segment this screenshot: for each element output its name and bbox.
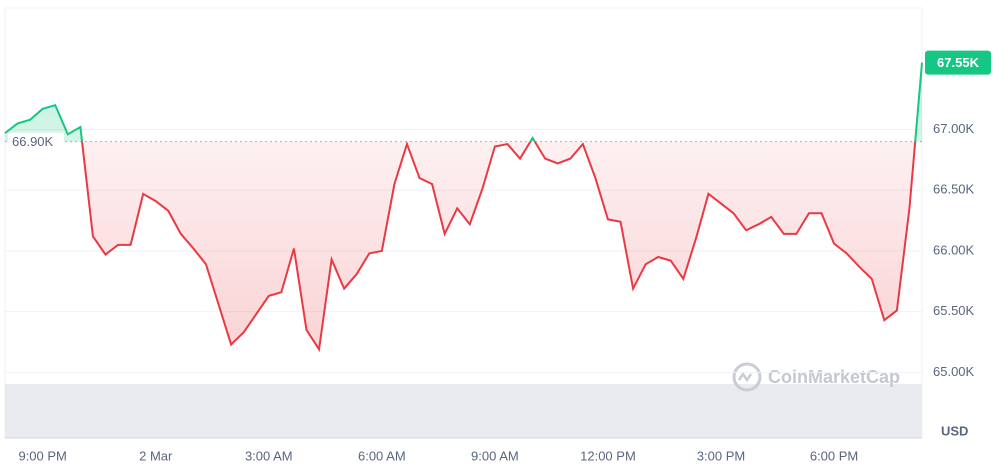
watermark: CoinMarketCap (732, 362, 900, 392)
volume-band (5, 384, 922, 438)
y-tick-label: 66.00K (933, 242, 975, 257)
last-price-label: 67.55K (937, 55, 980, 70)
x-tick-label: 3:00 AM (245, 448, 293, 463)
x-tick-label: 2 Mar (139, 448, 173, 463)
x-tick-label: 6:00 AM (358, 448, 406, 463)
x-tick-label: 9:00 PM (18, 448, 66, 463)
x-tick-label: 9:00 AM (471, 448, 519, 463)
price-line-down (81, 141, 917, 353)
y-tick-label: 66.50K (933, 182, 975, 197)
y-tick-label: 67.00K (933, 121, 975, 136)
x-tick-label: 3:00 PM (697, 448, 745, 463)
y-axis-label: USD (941, 423, 968, 438)
baseline-label-bg (8, 132, 64, 151)
y-tick-label: 65.50K (933, 303, 975, 318)
x-tick-label: 12:00 PM (580, 448, 636, 463)
last-price-box (925, 50, 991, 75)
x-tick-label: 6:00 PM (810, 448, 858, 463)
baseline-label: 66.90K (12, 134, 54, 149)
area-down (5, 141, 922, 350)
y-tick-label: 65.00K (933, 364, 975, 379)
watermark-text: CoinMarketCap (768, 367, 900, 387)
